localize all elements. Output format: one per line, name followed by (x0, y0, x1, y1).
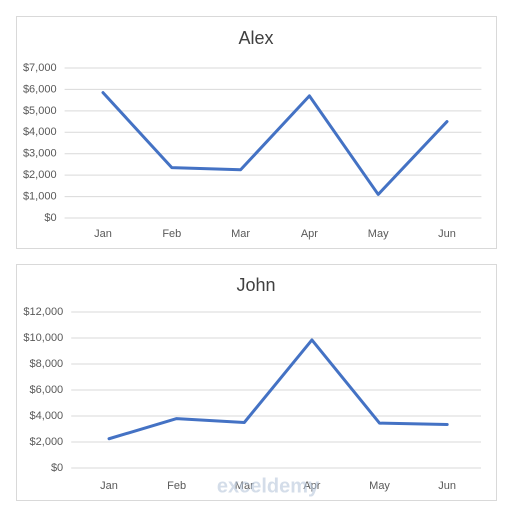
x-tick-label: Apr (301, 228, 318, 240)
y-tick-label: $3,000 (23, 148, 57, 160)
y-tick-label: $1,000 (23, 190, 57, 202)
y-tick-label: $6,000 (23, 83, 57, 95)
x-tick-label: Jun (438, 228, 456, 240)
y-tick-label: $10,000 (23, 332, 63, 344)
x-tick-label: Apr (303, 480, 320, 492)
x-tick-label: Feb (167, 480, 186, 492)
x-tick-label: Jun (438, 480, 456, 492)
y-tick-label: $0 (51, 462, 63, 474)
chart-frame (16, 264, 497, 501)
y-tick-label: $0 (44, 212, 56, 224)
x-tick-label: Mar (231, 228, 250, 240)
x-tick-label: Jan (100, 480, 118, 492)
watermark: exceldemy (217, 475, 320, 497)
chart-title: Alex (238, 28, 273, 48)
y-tick-label: $12,000 (23, 306, 63, 318)
x-tick-label: Feb (162, 228, 181, 240)
y-tick-label: $4,000 (23, 126, 57, 138)
x-tick-label: May (369, 480, 390, 492)
data-line (101, 91, 449, 196)
data-line (107, 338, 449, 441)
y-tick-label: $5,000 (23, 105, 57, 117)
chart-title: John (236, 275, 275, 295)
y-tick-label: $7,000 (23, 62, 57, 74)
y-tick-label: $2,000 (30, 436, 64, 448)
y-tick-label: $2,000 (23, 169, 57, 181)
y-tick-label: $6,000 (30, 384, 64, 396)
y-tick-label: $8,000 (30, 358, 64, 370)
x-tick-label: Jan (94, 228, 112, 240)
x-tick-label: Mar (235, 480, 254, 492)
x-tick-label: May (368, 228, 389, 240)
y-tick-label: $4,000 (30, 410, 64, 422)
